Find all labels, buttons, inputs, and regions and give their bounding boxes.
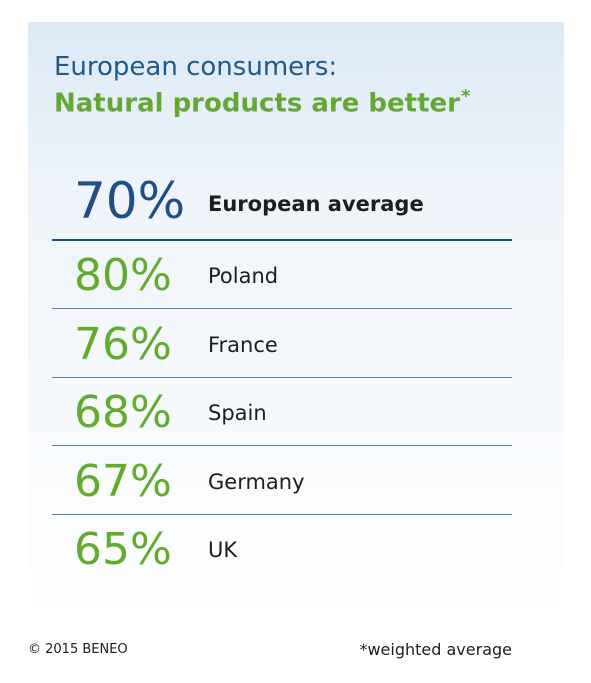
- separator-2: [52, 377, 512, 378]
- label-france: France: [208, 333, 278, 357]
- row-european-average: 70% European average: [0, 172, 591, 240]
- row-uk: 65% UK: [0, 518, 591, 586]
- chart-title-line-1: European consumers:: [54, 52, 338, 82]
- label-germany: Germany: [208, 470, 305, 494]
- label-european-average: European average: [208, 192, 424, 216]
- value-france: 76%: [74, 319, 172, 370]
- value-germany: 67%: [74, 456, 172, 507]
- chart-panel: [28, 22, 564, 630]
- label-poland: Poland: [208, 264, 279, 288]
- row-spain: 68% Spain: [0, 381, 591, 449]
- value-spain: 68%: [74, 387, 172, 438]
- separator-3: [52, 445, 512, 446]
- chart-title-text: Natural products are better: [54, 88, 460, 119]
- row-poland: 80% Poland: [0, 244, 591, 312]
- value-poland: 80%: [74, 250, 172, 301]
- separator-4: [52, 514, 512, 515]
- footnote-text: *weighted average: [359, 640, 512, 659]
- separator-average: [52, 239, 512, 241]
- chart-title-line-2: Natural products are better*: [54, 86, 470, 119]
- row-france: 76% France: [0, 313, 591, 381]
- label-uk: UK: [208, 538, 238, 562]
- value-uk: 65%: [74, 524, 172, 575]
- copyright-text: © 2015 BENEO: [28, 642, 128, 657]
- value-european-average: 70%: [74, 172, 186, 230]
- asterisk-marker: *: [460, 86, 471, 107]
- separator-1: [52, 308, 512, 309]
- label-spain: Spain: [208, 401, 267, 425]
- row-germany: 67% Germany: [0, 450, 591, 518]
